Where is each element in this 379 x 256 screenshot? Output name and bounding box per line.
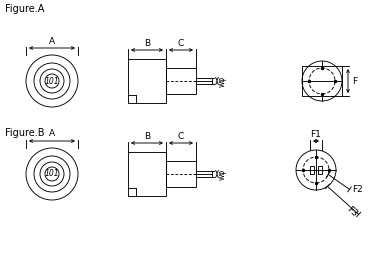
Bar — [166, 68, 196, 94]
Text: A: A — [49, 130, 55, 138]
Text: A: A — [49, 37, 55, 46]
Text: 101: 101 — [45, 169, 59, 178]
Bar — [310, 166, 314, 174]
Bar — [302, 66, 342, 96]
Bar — [128, 152, 166, 196]
Text: F3: F3 — [345, 205, 359, 218]
Text: wφ: wφ — [218, 75, 227, 87]
Text: F1: F1 — [310, 130, 321, 139]
Text: B: B — [144, 39, 150, 48]
Text: 101: 101 — [45, 77, 59, 86]
Text: C: C — [178, 132, 184, 141]
Bar — [166, 161, 196, 187]
Bar — [128, 59, 166, 103]
Text: F: F — [352, 77, 357, 86]
Bar — [318, 166, 322, 174]
Text: F2: F2 — [352, 185, 363, 194]
Text: C: C — [178, 39, 184, 48]
Text: Figure.A: Figure.A — [5, 4, 44, 14]
Text: wφ: wφ — [218, 168, 227, 180]
Text: B: B — [144, 132, 150, 141]
Text: Figure.B: Figure.B — [5, 128, 44, 138]
